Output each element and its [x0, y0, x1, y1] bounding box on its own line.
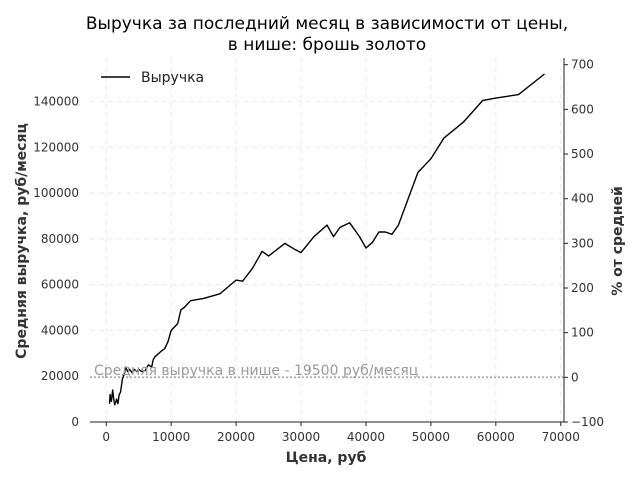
x-tick-label: 10000	[152, 430, 190, 444]
y2-tick-label: 400	[571, 192, 594, 206]
y2-tick-label: 200	[571, 281, 594, 295]
x-tick-label: 30000	[282, 430, 320, 444]
series-layer	[108, 73, 545, 406]
legend-label: Выручка	[141, 70, 204, 86]
x-tick-label: 50000	[412, 430, 450, 444]
y2-axis-label: % от средней	[610, 186, 626, 296]
y-tick-label: 60000	[41, 278, 79, 292]
y-tick-label: 40000	[41, 323, 79, 337]
legend: Выручка	[101, 70, 204, 86]
chart-title: Выручка за последний месяц в зависимости…	[86, 14, 568, 34]
x-tick-label: 70000	[542, 430, 580, 444]
reference-line-label: Средняя выручка в нише - 19500 руб/месяц	[94, 363, 418, 379]
y-tick-label: 140000	[33, 94, 79, 108]
x-tick-label: 0	[102, 430, 110, 444]
y-tick-label: 120000	[33, 140, 79, 154]
y2-tick-label: 500	[571, 147, 594, 161]
x-tick-label: 60000	[477, 430, 515, 444]
x-tick-label: 40000	[347, 430, 385, 444]
chart-subtitle: в нише: брошь золото	[228, 35, 426, 55]
series-line-revenue	[108, 73, 545, 406]
grid	[90, 58, 564, 423]
y-tick-label: 0	[71, 415, 79, 429]
y2-tick-label: 100	[571, 326, 594, 340]
y-tick-label: 80000	[41, 232, 79, 246]
y2-tick-label: 600	[571, 102, 594, 116]
x-tick-label: 20000	[217, 430, 255, 444]
y-tick-label: 20000	[41, 369, 79, 383]
y2-tick-label: 300	[571, 236, 594, 250]
y2-tick-label: −100	[571, 415, 604, 429]
y2-tick-label: 0	[571, 370, 579, 384]
y-axis-label: Средняя выручка, руб/месяц	[14, 123, 30, 359]
y-tick-label: 100000	[33, 186, 79, 200]
x-axis-label: Цена, руб	[286, 450, 367, 466]
y2-tick-label: 700	[571, 58, 594, 72]
tick-labels: 0 10000 20000 30000 40000 50000 60000 70000 0 200…	[33, 58, 604, 444]
axes	[90, 58, 568, 426]
